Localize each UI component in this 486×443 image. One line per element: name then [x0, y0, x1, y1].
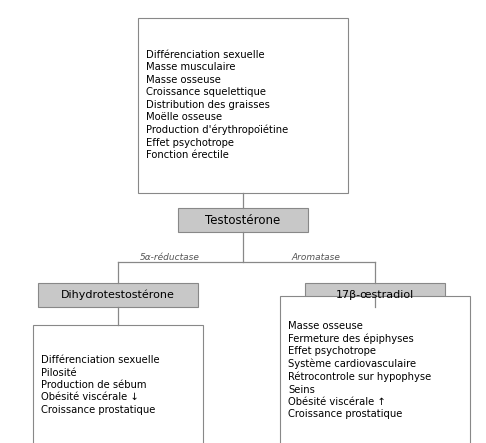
Text: Différenciation sexuelle
Pilosité
Production de sébum
Obésité viscérale ↓
Croiss: Différenciation sexuelle Pilosité Produc… — [41, 355, 159, 415]
Text: Testostérone: Testostérone — [206, 214, 280, 226]
Text: Aromatase: Aromatase — [292, 253, 340, 263]
FancyBboxPatch shape — [33, 325, 203, 443]
FancyBboxPatch shape — [38, 283, 198, 307]
Text: 5α-réductase: 5α-réductase — [140, 253, 200, 263]
FancyBboxPatch shape — [138, 18, 348, 193]
FancyBboxPatch shape — [305, 283, 445, 307]
Text: Différenciation sexuelle
Masse musculaire
Masse osseuse
Croissance squelettique
: Différenciation sexuelle Masse musculair… — [146, 50, 288, 160]
FancyBboxPatch shape — [280, 296, 470, 443]
FancyBboxPatch shape — [178, 208, 308, 232]
Text: Dihydrotestostérone: Dihydrotestostérone — [61, 290, 175, 300]
Text: 17β-œstradiol: 17β-œstradiol — [336, 290, 414, 300]
Text: Masse osseuse
Fermeture des épiphyses
Effet psychotrope
Système cardiovasculaire: Masse osseuse Fermeture des épiphyses Ef… — [288, 321, 431, 420]
